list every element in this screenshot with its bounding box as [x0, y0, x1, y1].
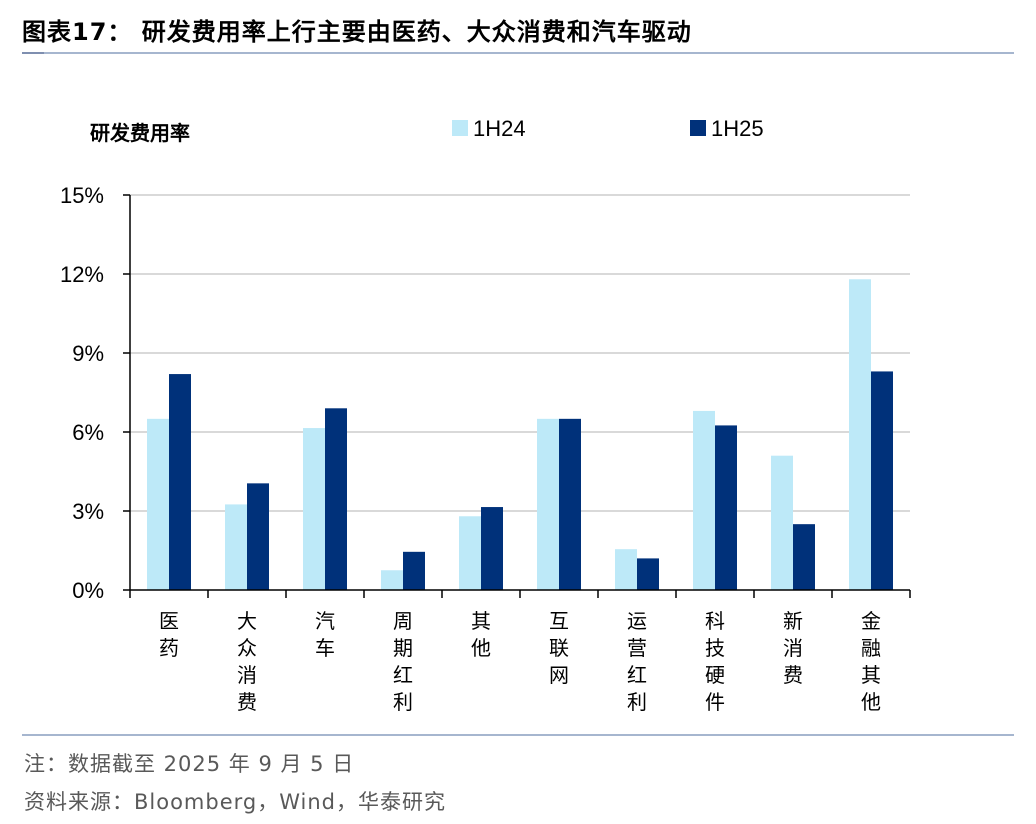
y-tick-label: 12% [60, 262, 104, 287]
bar-chart: 0% 3% 6% 9% 12% 15% 医药 大众消费 汽车 周期红利 其他 互联网 运营红利 科技硬件… [60, 116, 911, 714]
axes [123, 194, 911, 598]
bar-1H25-科技硬件 [715, 425, 737, 590]
bar-1H24-周期红利 [381, 570, 403, 590]
bar-1H24-科技硬件 [693, 410, 715, 590]
bar-1H25-医药 [169, 374, 191, 590]
source-note: 资料来源：Bloomberg，Wind，华泰研究 [24, 790, 447, 814]
bar-1H24-医药 [147, 418, 169, 590]
title-divider [22, 52, 1014, 54]
legend-label-1H25: 1H25 [711, 116, 764, 141]
category-labels: 医药 大众消费 汽车 周期红利 其他 互联网 运营红利 科技硬件 新消费 金融其他 [159, 609, 881, 714]
bar-1H24-汽车 [303, 428, 325, 590]
y-tick-labels: 0% 3% 6% 9% 12% 15% [60, 183, 104, 603]
bar-1H24-互联网 [537, 418, 559, 590]
footnote: 注：数据截至 2025 年 9 月 5 日 [24, 752, 355, 776]
bar-1H24-新消费 [771, 455, 793, 590]
bar-1H25-周期红利 [403, 551, 425, 590]
bar-1H24-其他 [459, 516, 481, 590]
y-tick-label: 9% [72, 341, 104, 366]
bar-1H25-金融其他 [871, 371, 893, 590]
category-label: 医药 [159, 609, 179, 660]
category-label: 互联网 [549, 609, 569, 687]
category-label: 金融其他 [861, 609, 881, 714]
y-axis-label: 研发费用率 [90, 121, 190, 145]
category-label: 科技硬件 [705, 609, 725, 714]
bar-1H25-汽车 [325, 408, 347, 590]
bar-1H24-金融其他 [849, 279, 871, 590]
legend-label-1H24: 1H24 [473, 116, 526, 141]
y-tick-label: 0% [72, 578, 104, 603]
bar-1H25-大众消费 [247, 483, 269, 590]
y-tick-label: 6% [72, 420, 104, 445]
category-label: 汽车 [315, 609, 335, 660]
bar-1H24-运营红利 [615, 549, 637, 590]
footer-divider [22, 734, 1014, 736]
bars [147, 279, 893, 590]
legend-swatch-1H25 [690, 120, 706, 136]
legend-swatch-1H24 [452, 120, 468, 136]
category-label: 其他 [471, 609, 491, 660]
category-label: 大众消费 [237, 609, 257, 714]
bar-1H25-新消费 [793, 524, 815, 590]
category-label: 新消费 [783, 609, 803, 687]
bar-1H25-互联网 [559, 418, 581, 590]
bar-1H24-大众消费 [225, 504, 247, 590]
figure-title: 图表17： 研发费用率上行主要由医药、大众消费和汽车驱动 [22, 18, 692, 46]
bar-1H25-其他 [481, 507, 503, 590]
category-label: 运营红利 [627, 609, 647, 714]
category-label: 周期红利 [393, 609, 413, 714]
legend: 1H24 1H25 [452, 116, 764, 141]
bar-1H25-运营红利 [637, 558, 659, 590]
y-tick-label: 3% [72, 499, 104, 524]
y-tick-label: 15% [60, 183, 104, 208]
